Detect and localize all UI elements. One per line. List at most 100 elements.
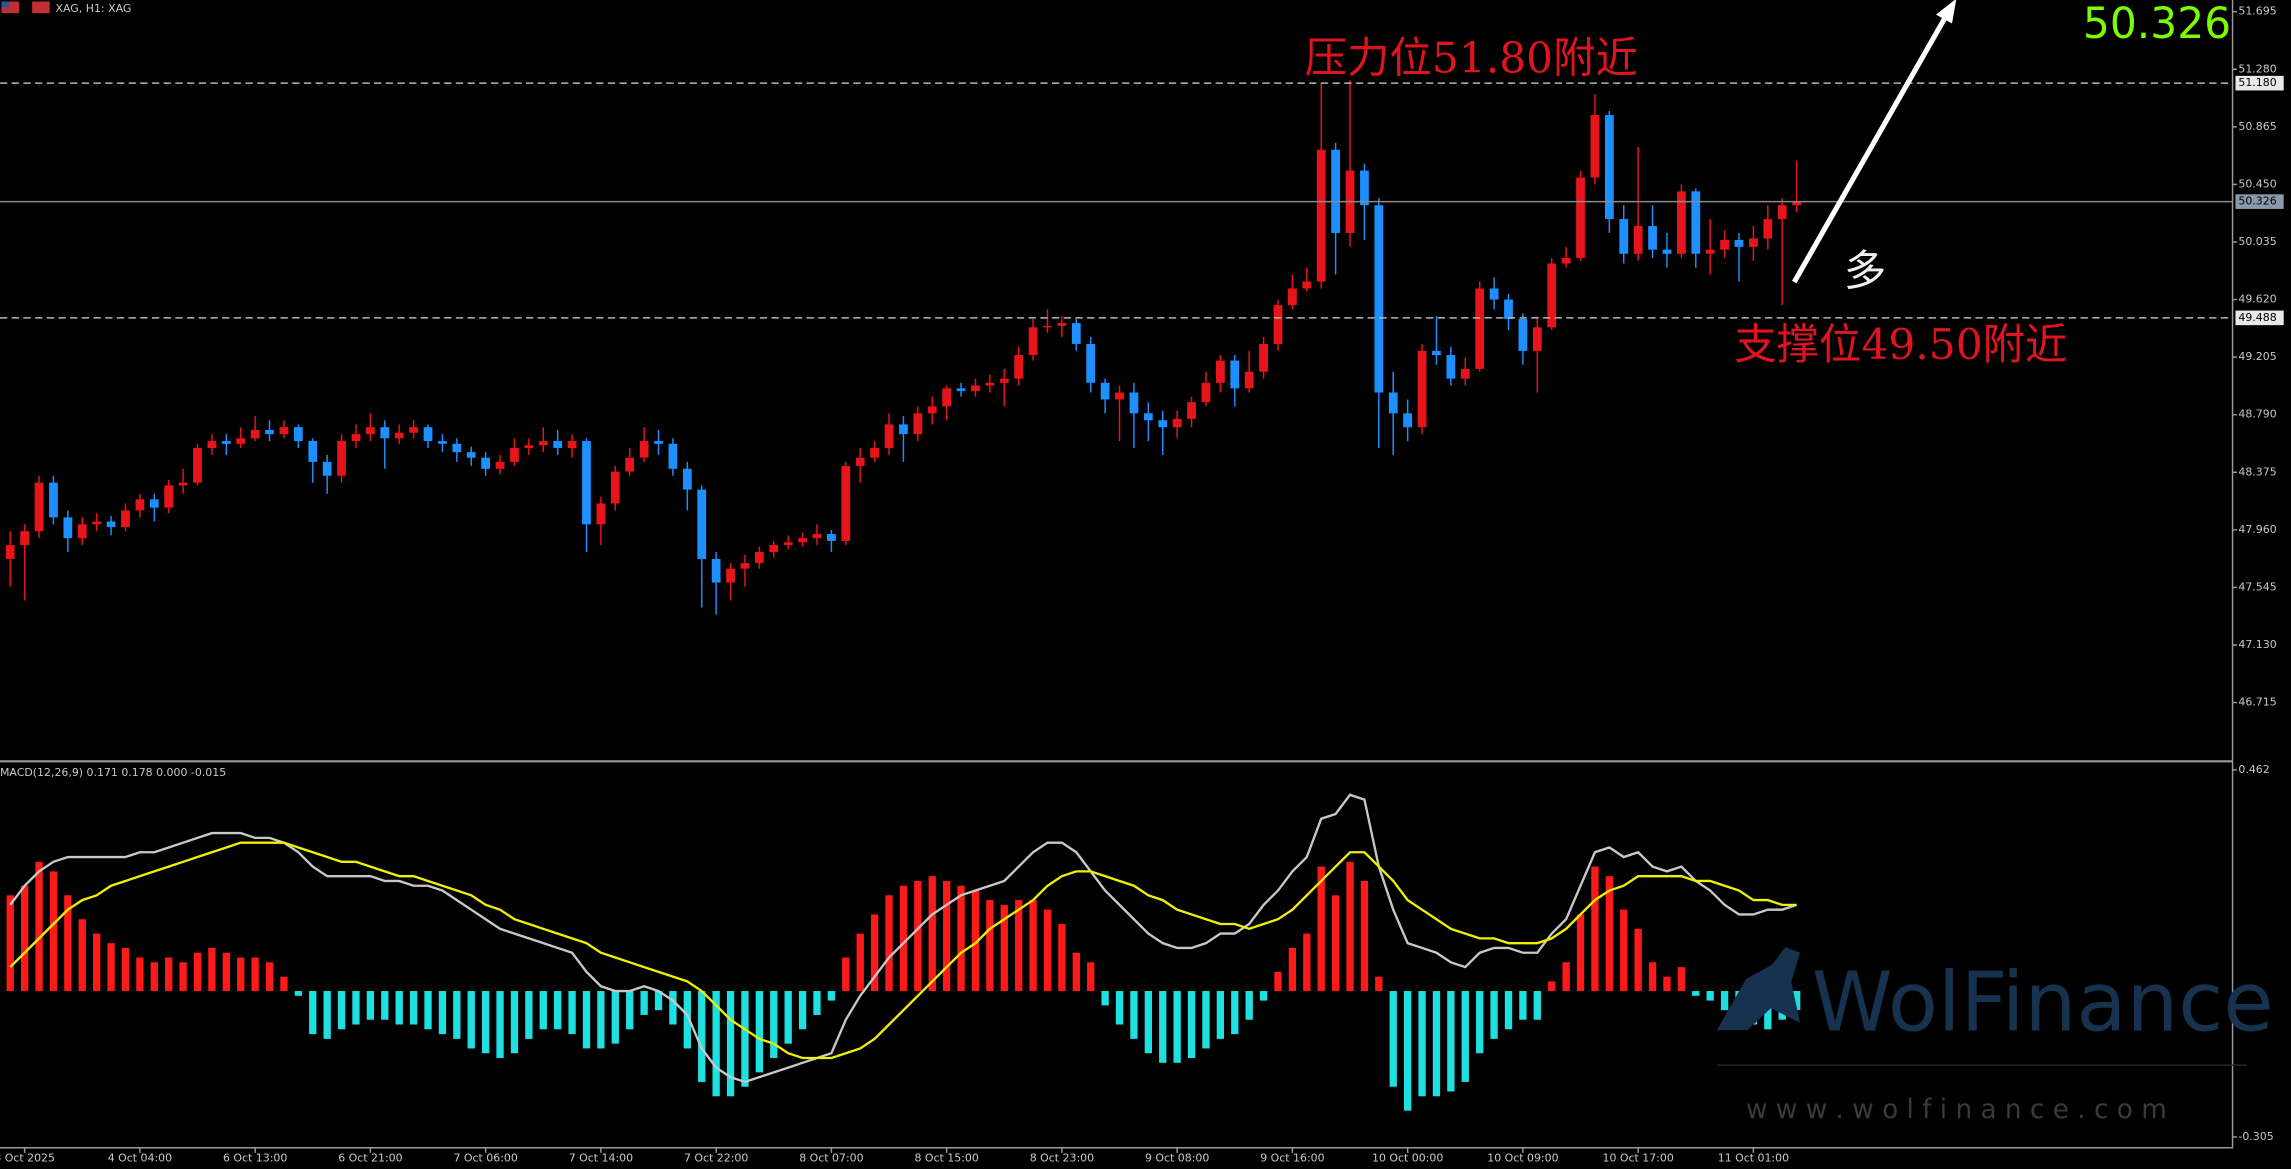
candle-body <box>956 388 966 392</box>
macd-bar <box>1620 909 1628 992</box>
candle-body <box>1547 263 1557 328</box>
y-tick-label: 47.545 <box>2238 580 2276 593</box>
flag-icon <box>32 1 50 14</box>
macd-bar <box>1519 991 1527 1020</box>
candle-body <box>1475 288 1485 369</box>
macd-bar <box>1043 909 1052 992</box>
candle-body <box>927 406 937 414</box>
macd-bar <box>424 991 432 1030</box>
candle-body <box>149 499 159 508</box>
long-note: 多 <box>1844 247 1886 296</box>
macd-bar <box>1346 861 1354 992</box>
candle-body <box>1518 318 1528 351</box>
candle-body <box>567 441 577 448</box>
candle-body <box>1244 371 1254 389</box>
candle-body <box>308 441 318 462</box>
watermark-logo <box>1716 946 1801 1031</box>
macd-bar <box>784 991 792 1044</box>
y-tick-label: 49.205 <box>2238 350 2276 363</box>
price-tag-label: 49.488 <box>2238 311 2276 324</box>
macd-bar <box>150 962 158 992</box>
candle-body <box>466 452 476 458</box>
macd-bar <box>914 880 922 992</box>
macd-bar <box>1115 991 1124 1025</box>
macd-bar <box>986 900 994 992</box>
signal-line <box>9 841 1797 1060</box>
y-tick-label: 48.790 <box>2238 408 2276 421</box>
macd-bar <box>294 991 303 996</box>
candle-body <box>322 461 332 476</box>
candle-body <box>1676 191 1686 254</box>
trend-arrow <box>1792 11 1950 284</box>
candle-body <box>870 447 879 458</box>
candle-body <box>827 533 836 541</box>
macd-bar <box>1677 967 1686 992</box>
y-tick-label: 51.280 <box>2238 62 2276 75</box>
candle-body <box>452 443 462 453</box>
candle-body <box>1532 327 1542 351</box>
x-tick-label: 10 Oct 00:00 <box>1372 1152 1443 1165</box>
candle-body <box>279 427 289 435</box>
macd-label: MACD(12,26,9) 0.171 0.178 0.000 -0.015 <box>0 766 226 779</box>
macd-bar <box>1000 904 1008 992</box>
candle-body <box>913 413 923 435</box>
y-tick-label: 50.865 <box>2238 120 2276 133</box>
candle-body <box>899 424 908 435</box>
macd-bar <box>899 885 908 992</box>
macd-bar <box>136 957 144 992</box>
candle-body <box>250 429 260 439</box>
candle-body <box>1705 249 1715 254</box>
candle-body <box>1043 325 1052 328</box>
last-price: 50.326 <box>2083 0 2231 48</box>
macd-bar <box>1087 962 1095 992</box>
candle-body <box>1388 392 1398 414</box>
candle-body <box>20 531 30 546</box>
macd-bar <box>712 991 720 1097</box>
candle-body <box>510 447 519 462</box>
candle-body <box>812 533 822 539</box>
macd-bar <box>323 991 331 1039</box>
y-tick-label: 47.130 <box>2238 638 2276 651</box>
macd-bar <box>481 991 490 1054</box>
macd-bar <box>1144 991 1152 1054</box>
macd-bar <box>265 962 274 992</box>
candle-body <box>668 443 678 469</box>
candle-body <box>1417 350 1427 428</box>
macd-bar <box>1389 991 1397 1087</box>
macd-bar <box>395 991 403 1025</box>
candle-body <box>207 441 217 448</box>
x-tick-label: 10 Oct 09:00 <box>1487 1152 1558 1165</box>
candle-body <box>1201 382 1211 403</box>
x-tick-label: 11 Oct 01:00 <box>1718 1152 1789 1165</box>
macd-bar <box>409 991 418 1025</box>
macd-bar <box>554 991 562 1030</box>
macd-bar <box>78 919 86 992</box>
macd-bar <box>1720 991 1729 1011</box>
candle-body <box>1777 205 1787 220</box>
macd-bar <box>971 890 980 992</box>
candle-body <box>236 438 246 444</box>
macd-bar <box>1562 962 1570 992</box>
macd-bar <box>1259 991 1268 1001</box>
candle-body <box>1273 305 1283 344</box>
candle-body <box>394 432 404 439</box>
macd-bar <box>20 885 29 992</box>
candle-body <box>1100 382 1110 400</box>
x-tick-label: 8 Oct 15:00 <box>914 1152 978 1165</box>
candle-body <box>855 457 865 467</box>
candle-body <box>1590 115 1600 178</box>
candle-body <box>697 489 707 559</box>
macd-bar <box>1231 991 1239 1035</box>
macd-bar <box>741 991 749 1087</box>
candle-body <box>1316 149 1326 282</box>
candle-body <box>1230 360 1240 389</box>
candle-body <box>221 441 231 444</box>
x-tick-label: 4 Oct 04:00 <box>108 1152 172 1165</box>
candle-body <box>1749 238 1758 247</box>
macd-bar <box>1216 991 1225 1039</box>
macd-bar <box>525 991 533 1039</box>
x-tick-label: 9 Oct 16:00 <box>1260 1152 1324 1165</box>
candle-body <box>1331 149 1341 233</box>
macd-bar <box>1792 991 1801 1011</box>
